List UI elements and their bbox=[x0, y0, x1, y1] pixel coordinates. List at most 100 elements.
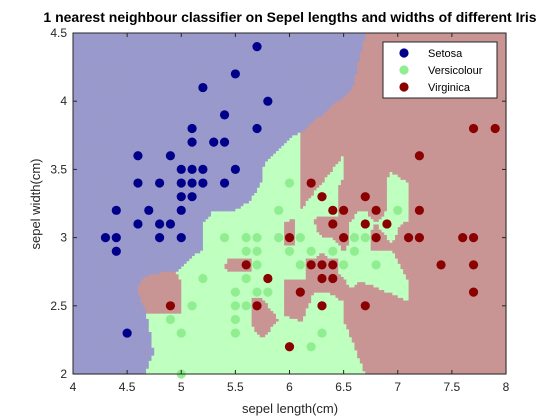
region-cell bbox=[403, 106, 407, 110]
region-cell bbox=[275, 46, 280, 50]
region-cell bbox=[246, 64, 250, 68]
region-cell bbox=[135, 51, 139, 55]
region-cell bbox=[200, 101, 204, 105]
region-cell bbox=[270, 51, 274, 55]
region-cell bbox=[330, 72, 334, 76]
region-cell bbox=[175, 101, 180, 105]
region-cell bbox=[243, 85, 247, 89]
region-cell bbox=[265, 43, 269, 47]
region-cell bbox=[183, 106, 188, 110]
region-cell bbox=[384, 109, 388, 113]
region-cell bbox=[116, 88, 120, 92]
region-cell bbox=[373, 80, 377, 84]
region-cell bbox=[297, 88, 301, 92]
region-cell bbox=[362, 82, 366, 87]
region-cell bbox=[357, 53, 361, 58]
region-cell bbox=[75, 64, 80, 68]
region-cell bbox=[275, 43, 280, 47]
region-cell bbox=[235, 43, 239, 47]
region-cell bbox=[373, 51, 377, 55]
region-cell bbox=[121, 114, 126, 118]
region-cell bbox=[89, 111, 93, 115]
region-cell bbox=[481, 109, 485, 113]
region-cell bbox=[254, 35, 258, 39]
region-cell bbox=[75, 98, 80, 102]
region-cell bbox=[208, 40, 212, 45]
region-cell bbox=[232, 103, 236, 108]
region-cell bbox=[197, 51, 201, 55]
region-cell bbox=[294, 61, 299, 66]
region-cell bbox=[497, 48, 502, 52]
region-cell bbox=[346, 101, 350, 105]
region-cell bbox=[78, 43, 82, 47]
region-cell bbox=[135, 61, 139, 66]
region-cell bbox=[86, 93, 90, 97]
region-cell bbox=[75, 46, 80, 50]
region-cell bbox=[137, 38, 142, 42]
region-cell bbox=[205, 61, 209, 66]
region-cell bbox=[378, 109, 383, 113]
region-cell bbox=[240, 93, 245, 97]
region-cell bbox=[148, 59, 153, 63]
region-cell bbox=[159, 46, 163, 50]
region-cell bbox=[183, 90, 188, 94]
region-cell bbox=[354, 111, 358, 115]
region-cell bbox=[100, 51, 104, 55]
region-cell bbox=[273, 82, 277, 87]
region-cell bbox=[235, 106, 239, 110]
region-cell bbox=[129, 77, 134, 81]
region-cell bbox=[308, 95, 312, 100]
region-cell bbox=[105, 103, 109, 108]
region-cell bbox=[335, 35, 339, 39]
region-cell bbox=[270, 43, 274, 47]
region-cell bbox=[81, 111, 85, 115]
region-cell bbox=[113, 114, 117, 118]
region-cell bbox=[221, 46, 226, 50]
region-cell bbox=[313, 106, 318, 110]
region-cell bbox=[86, 109, 90, 113]
region-cell bbox=[137, 69, 142, 73]
region-cell bbox=[294, 56, 299, 60]
region-cell bbox=[373, 111, 377, 115]
region-cell bbox=[208, 74, 212, 79]
region-cell bbox=[503, 53, 507, 58]
region-cell bbox=[151, 111, 155, 115]
region-cell bbox=[332, 72, 337, 76]
region-cell bbox=[284, 33, 288, 37]
region-cell bbox=[229, 43, 234, 47]
region-cell bbox=[395, 101, 399, 105]
region-cell bbox=[73, 59, 77, 63]
region-cell bbox=[108, 101, 112, 105]
region-cell bbox=[281, 74, 285, 79]
region-cell bbox=[278, 95, 282, 100]
region-cell bbox=[367, 109, 372, 113]
region-cell bbox=[484, 106, 488, 110]
region-cell bbox=[357, 40, 361, 45]
region-cell bbox=[200, 90, 204, 94]
region-cell bbox=[286, 106, 291, 110]
region-cell bbox=[132, 53, 136, 58]
region-cell bbox=[208, 69, 212, 73]
region-cell bbox=[284, 61, 288, 66]
region-cell bbox=[259, 74, 264, 79]
region-cell bbox=[297, 35, 301, 39]
region-cell bbox=[135, 82, 139, 87]
region-cell bbox=[216, 74, 220, 79]
region-cell bbox=[257, 51, 261, 55]
region-cell bbox=[313, 46, 318, 50]
region-cell bbox=[127, 106, 131, 110]
region-cell bbox=[192, 74, 196, 79]
region-cell bbox=[202, 98, 207, 102]
region-cell bbox=[370, 48, 374, 52]
region-cell bbox=[235, 85, 239, 89]
region-cell bbox=[365, 43, 369, 47]
region-cell bbox=[497, 53, 502, 58]
region-cell bbox=[110, 48, 115, 52]
region-cell bbox=[286, 74, 291, 79]
region-cell bbox=[378, 35, 383, 39]
region-cell bbox=[75, 80, 80, 84]
region-cell bbox=[194, 43, 199, 47]
region-cell bbox=[308, 61, 312, 66]
region-cell bbox=[473, 103, 477, 108]
region-cell bbox=[173, 53, 177, 58]
